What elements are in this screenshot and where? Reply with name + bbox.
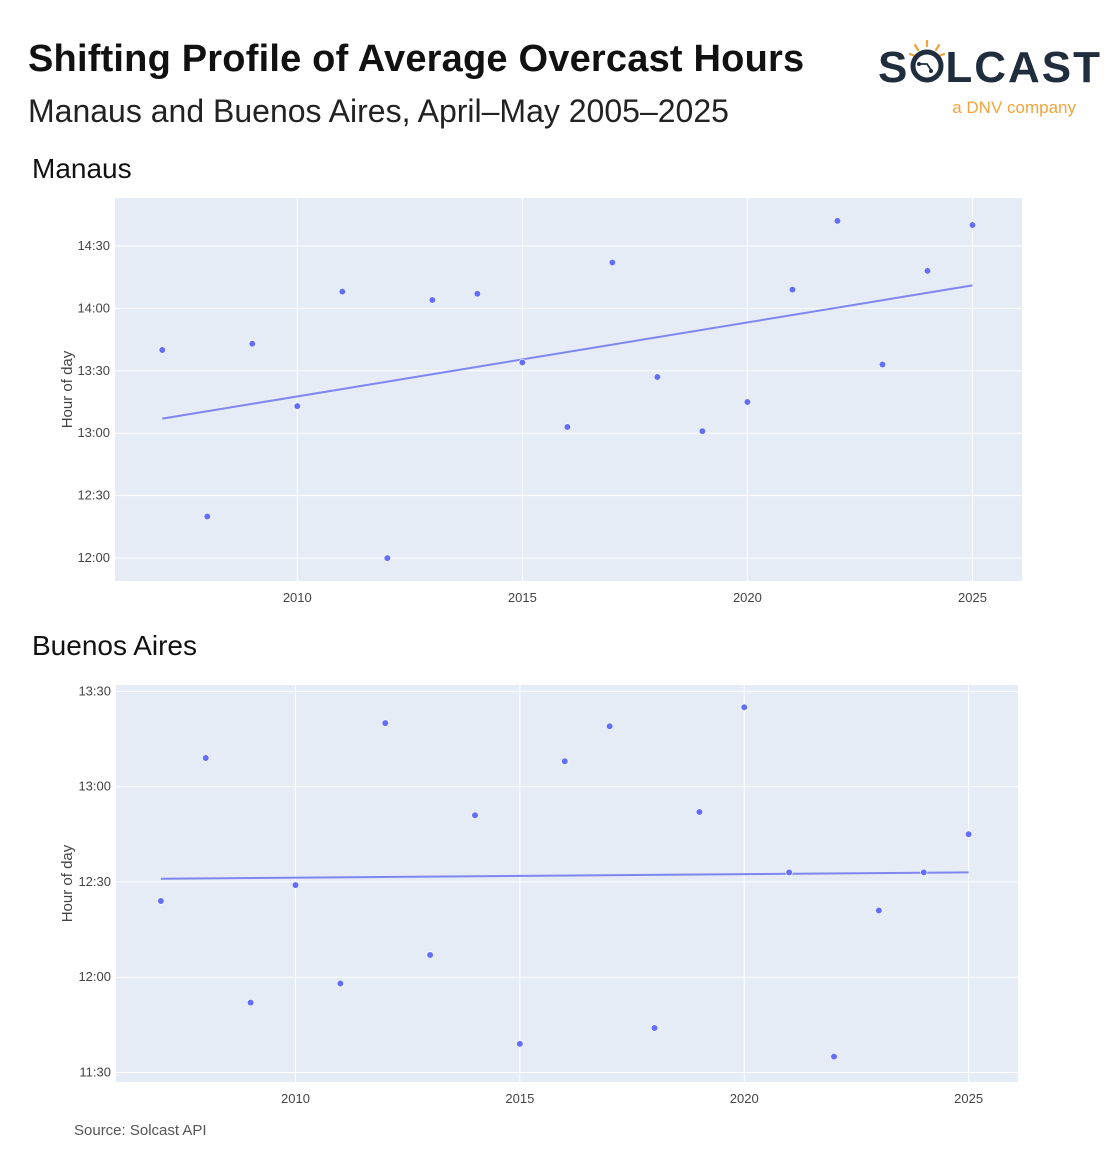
manaus-scatter-chart: 2010 2015 2020 2025 12:00 12:30 13:00 13:30 14:0… [59,198,1022,605]
y-axis-label: Hour of day [59,844,76,922]
trend-line [162,284,973,420]
data-point [247,998,255,1007]
data-point [743,398,752,406]
data-point [291,881,300,889]
y-tick-label: 12:00 [78,969,111,984]
x-tick-label: 2020 [730,1091,759,1106]
logo-word-end: LCAST [945,43,1103,92]
y-tick-label: 13:00 [77,425,110,440]
data-point [426,951,434,959]
data-point [923,267,932,275]
data-point [561,757,569,765]
data-point [336,979,344,988]
data-point [920,868,928,876]
data-point [338,288,346,296]
data-point [428,296,436,304]
data-point [202,754,210,762]
data-point [608,258,616,267]
x-tick-label: 2015 [508,590,537,605]
y-tick-label: 13:30 [78,683,111,698]
y-tick-label: 13:00 [78,779,111,794]
data-point [740,703,748,711]
manaus-panel-title: Manaus [32,153,132,184]
y-axis-label: Hour of day [59,350,76,428]
data-point [158,346,166,354]
plot-area [115,198,1022,581]
chart-title: Shifting Profile of Average Overcast Hou… [28,38,805,80]
data-point [157,897,165,905]
data-point [698,427,707,435]
x-tick-label: 2015 [505,1091,534,1106]
data-point [606,722,614,730]
data-point [563,423,571,431]
x-tick-label: 2025 [958,590,987,605]
data-point [381,719,389,727]
data-point [650,1024,659,1032]
data-point [383,554,391,562]
y-tick-label: 13:30 [77,363,110,378]
sun-circuit-icon [909,40,946,84]
y-tick-label: 12:00 [77,550,110,565]
data-point [878,360,887,369]
y-tick-label: 14:30 [77,238,110,253]
data-point [248,340,256,348]
logo-word-start: S [878,43,910,92]
y-tick-label: 12:30 [78,874,111,889]
y-tick-label: 12:30 [77,488,110,503]
source-note: Source: Solcast API [74,1122,207,1139]
data-point [965,830,973,838]
data-point [785,868,793,876]
solcast-logo: S LCAST a DNV company [878,28,1100,128]
plot-area [116,685,1018,1082]
x-tick-label: 2010 [283,590,312,605]
data-point [518,358,526,367]
data-point [833,217,842,225]
data-point [203,512,211,521]
logo-tagline: a DNV company [952,98,1076,117]
data-point [471,811,479,819]
data-point [293,402,301,410]
data-point [473,290,481,298]
chart-subtitle: Manaus and Buenos Aires, April–May 2005–… [28,93,729,129]
data-point [875,906,883,915]
y-tick-label: 14:00 [77,300,110,315]
trend-line [160,871,969,880]
y-tick-label: 11:30 [79,1064,111,1079]
data-point [516,1040,524,1048]
data-point [968,221,977,229]
data-point [653,373,661,381]
x-tick-label: 2025 [954,1091,983,1106]
buenos-aires-panel-title: Buenos Aires [32,630,197,661]
x-tick-label: 2020 [733,590,762,605]
data-point [695,808,703,816]
data-point [830,1052,838,1061]
logo-wordmark: S LCAST [878,40,1103,92]
data-point [788,285,797,294]
x-tick-label: 2010 [281,1091,310,1106]
